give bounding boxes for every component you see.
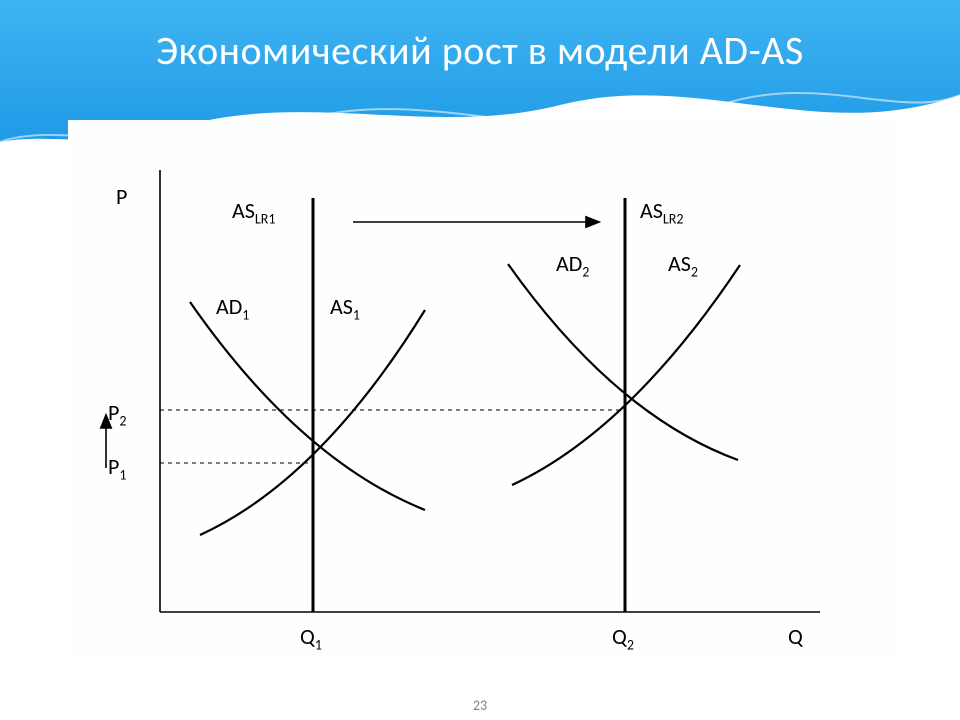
label-as_lr2: ASLR2 — [640, 200, 683, 226]
label-q2: Q2 — [612, 626, 634, 652]
label-q1: Q1 — [300, 626, 322, 652]
label-p1: P1 — [108, 456, 126, 482]
page-number: 23 — [0, 697, 960, 714]
label-ad2: AD2 — [556, 253, 589, 279]
slide: Экономический рост в модели AD-AS P ASLR1… — [0, 0, 960, 720]
chart-panel — [68, 120, 898, 660]
label-as1: AS1 — [330, 296, 360, 322]
label-p2: P2 — [108, 402, 126, 428]
label-p: P — [116, 186, 127, 208]
label-as_lr1: ASLR1 — [232, 200, 275, 226]
label-q: Q — [788, 626, 803, 648]
slide-title: Экономический рост в модели AD-AS — [0, 26, 960, 75]
label-as2: AS2 — [668, 253, 698, 279]
label-ad1: AD1 — [216, 296, 249, 322]
